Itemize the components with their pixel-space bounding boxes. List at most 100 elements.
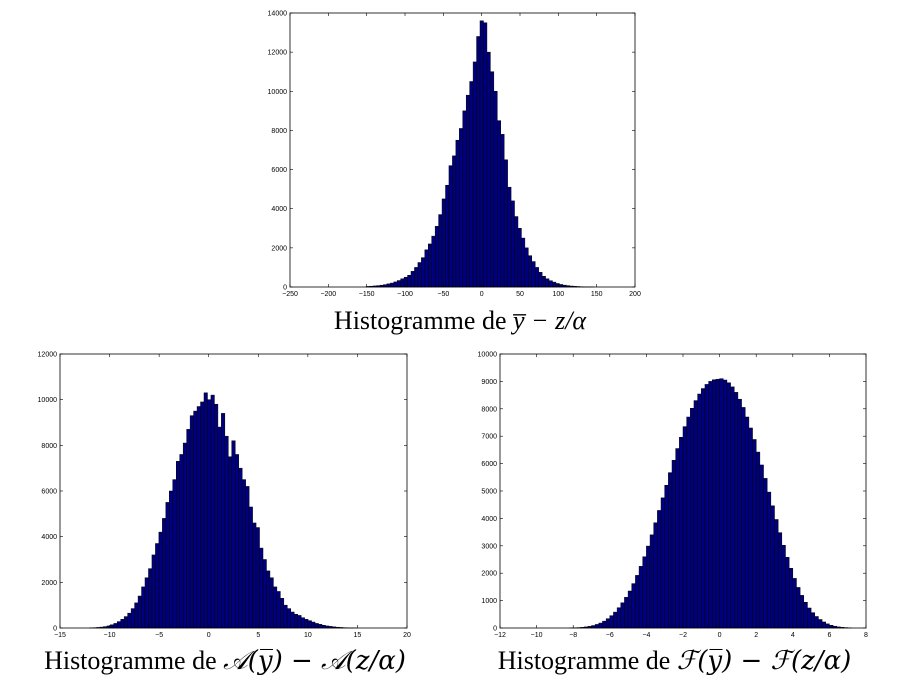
- x-tick-label: −15: [54, 632, 66, 639]
- histogram-bar: [455, 139, 460, 288]
- histogram-bar: [503, 159, 508, 288]
- x-tick-label: −12: [494, 632, 506, 639]
- histogram-bar: [737, 398, 742, 629]
- y-tick-label: 8000: [41, 443, 57, 450]
- histogram-bar: [671, 460, 676, 629]
- histogram-bar: [730, 386, 735, 629]
- histogram-bar: [528, 255, 533, 288]
- histogram-bar: [531, 261, 536, 288]
- histogram-bar: [318, 624, 323, 629]
- histogram-bar: [117, 621, 121, 629]
- histogram-bar: [207, 399, 212, 629]
- x-tick-label: 200: [629, 291, 641, 298]
- x-tick-label: 15: [354, 632, 362, 639]
- histogram-bar: [141, 586, 146, 629]
- y-tick-label: 6000: [41, 489, 57, 496]
- histogram-bar: [653, 522, 658, 629]
- histogram-bar: [545, 278, 550, 288]
- histogram-bar: [123, 616, 128, 629]
- y-tick-label: 1000: [481, 598, 497, 605]
- histogram-bar: [483, 22, 488, 288]
- histogram-bar: [759, 464, 764, 629]
- histogram-bar: [777, 532, 783, 629]
- histogram-bar: [744, 416, 750, 629]
- y-tick-label: 3000: [481, 543, 497, 550]
- histogram-bar: [165, 502, 170, 629]
- histogram-bar: [755, 451, 761, 629]
- histogram-bar: [162, 518, 167, 629]
- histogram-bar: [690, 408, 695, 629]
- histogram-bar: [598, 622, 603, 629]
- caption-math: y̅ − z/α: [513, 306, 587, 335]
- histogram-bar: [203, 392, 208, 629]
- histogram-bar: [172, 479, 177, 629]
- histogram-bar: [214, 403, 219, 629]
- y-tick-label: 6000: [271, 167, 287, 174]
- histogram-bar: [290, 611, 295, 629]
- histogram-bar: [248, 506, 253, 629]
- x-tick-label: −250: [282, 291, 298, 298]
- histogram-bar: [307, 620, 312, 629]
- histogram-bar: [179, 454, 184, 629]
- histogram-bar: [704, 384, 709, 629]
- y-tick-label: 0: [283, 285, 287, 292]
- histogram-bar: [682, 426, 687, 629]
- y-tick-label: 2000: [481, 571, 497, 578]
- histogram-bar: [262, 559, 267, 629]
- histogram-bar: [321, 625, 326, 629]
- x-tick-label: −8: [569, 632, 577, 639]
- histogram-bar: [186, 429, 191, 629]
- histogram-bar: [635, 575, 640, 629]
- histogram-bar: [434, 226, 439, 288]
- histogram-bar: [424, 249, 429, 288]
- histogram-bar: [259, 547, 264, 629]
- histogram-bar: [151, 554, 156, 629]
- histogram-bar: [234, 454, 239, 629]
- histogram-bar: [642, 556, 647, 629]
- histogram-bar: [748, 427, 753, 629]
- histogram-bar: [438, 214, 443, 288]
- y-tick-label: 12000: [38, 352, 58, 359]
- x-tick-label: 0: [480, 291, 484, 298]
- histogram-bar: [469, 81, 474, 288]
- histogram-bar: [627, 590, 633, 629]
- histogram-bar: [521, 237, 526, 288]
- histogram-bar: [657, 510, 662, 629]
- histogram-bar: [803, 601, 808, 629]
- histogram-bar: [221, 413, 226, 629]
- histogram-bar: [273, 586, 278, 629]
- histogram-bar: [155, 543, 160, 629]
- x-tick-label: 4: [791, 632, 795, 639]
- histogram-bar: [602, 620, 607, 629]
- histogram-bar: [810, 612, 816, 629]
- histogram-bar: [407, 275, 412, 288]
- caption-math: ℱ(y̅) − ℱ(z/α): [676, 646, 852, 676]
- y-tick-label: 2000: [41, 580, 57, 587]
- histogram-bar: [763, 478, 768, 629]
- y-tick-label: 10000: [478, 352, 498, 359]
- histogram-bar: [712, 379, 717, 629]
- histogram-bar: [276, 591, 281, 629]
- histogram-bar: [428, 243, 432, 288]
- y-tick-label: 4000: [271, 206, 287, 213]
- histogram-bar: [649, 534, 654, 629]
- x-tick-label: −10: [104, 632, 116, 639]
- x-tick-label: 50: [516, 291, 524, 298]
- histogram-bar: [158, 531, 163, 629]
- histogram-bar: [490, 71, 495, 288]
- caption-prefix: Histogramme de: [44, 646, 217, 675]
- histogram-bar: [144, 577, 149, 629]
- histogram-bar: [796, 587, 801, 629]
- histogram-bar: [400, 278, 405, 288]
- histogram-bar: [693, 400, 698, 629]
- histogram-bar: [193, 410, 198, 629]
- histogram-bar: [510, 200, 515, 288]
- histogram-bar: [616, 607, 622, 629]
- histogram-bar: [311, 621, 316, 629]
- histogram-bar: [719, 378, 724, 629]
- y-tick-label: 10000: [268, 89, 288, 96]
- histogram-bar: [465, 94, 470, 288]
- y-tick-label: 8000: [481, 406, 497, 413]
- histogram-chart-bottom-right: −12 −10 −8 −6 −4 −2 0 2 4 6 8 0 1000 2000 3000 4000 5000…: [478, 352, 869, 640]
- x-tick-label: −200: [320, 291, 336, 298]
